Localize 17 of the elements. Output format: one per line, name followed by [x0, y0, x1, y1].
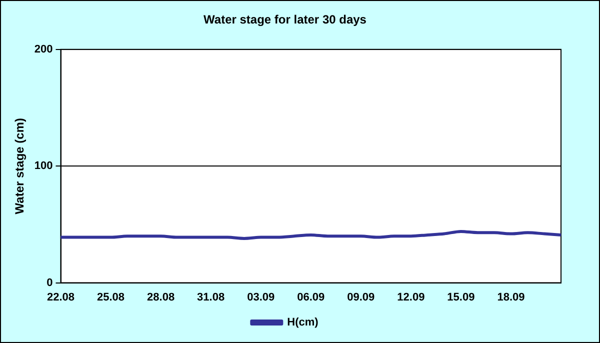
x-tick-label: 18.09 — [497, 291, 525, 304]
line-series — [59, 230, 562, 240]
y-tick-label: 200 — [34, 43, 53, 56]
x-tick-label: 25.08 — [97, 291, 125, 304]
y-tick-label: 0 — [46, 276, 53, 289]
y-axis-title: Water stage (cm) — [12, 118, 27, 214]
legend-label: H(cm) — [287, 316, 319, 329]
x-tick-label: 12.09 — [397, 291, 425, 304]
chart-title: Water stage for later 30 days — [204, 12, 367, 27]
x-tick-label: 06.09 — [297, 291, 325, 304]
x-tick-label: 09.09 — [347, 291, 375, 304]
x-tick-label: 03.09 — [247, 291, 275, 304]
x-tick-label: 28.08 — [147, 291, 175, 304]
y-tick-label: 100 — [34, 160, 53, 172]
x-tick-label: 22.08 — [46, 291, 75, 304]
x-tick-label: 31.08 — [197, 291, 225, 304]
x-tick-label: 15.09 — [447, 291, 475, 304]
